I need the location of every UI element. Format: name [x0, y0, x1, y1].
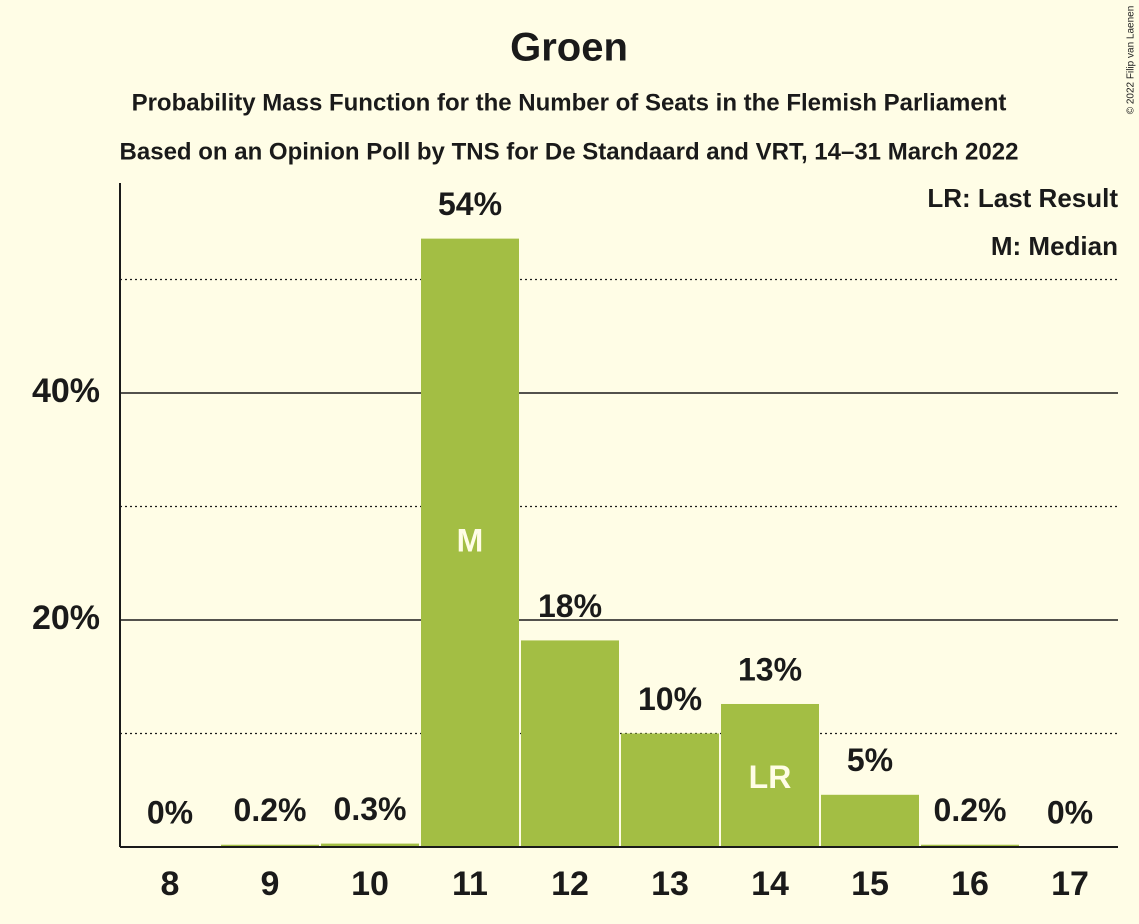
value-label: 0%	[1047, 794, 1093, 830]
x-tick-label: 17	[1051, 865, 1089, 903]
value-label: 5%	[847, 742, 893, 778]
x-tick-label: 13	[651, 865, 689, 903]
copyright: © 2022 Filip van Laenen	[1126, 6, 1137, 115]
y-tick-label: 20%	[32, 599, 100, 637]
bar	[221, 844, 319, 847]
x-tick-label: 15	[851, 865, 889, 903]
value-label: 54%	[438, 186, 502, 222]
legend-note: LR: Last Result	[927, 183, 1118, 213]
chart-subtitle: Probability Mass Function for the Number…	[132, 89, 1007, 116]
chart-title: Groen	[510, 26, 628, 70]
bar-annotation: M	[457, 522, 484, 558]
value-label: 0.2%	[234, 792, 307, 828]
bar	[721, 703, 819, 847]
value-label: 18%	[538, 588, 602, 624]
value-label: 0%	[147, 794, 193, 830]
bar	[921, 844, 1019, 847]
bar	[321, 843, 419, 847]
x-tick-label: 8	[161, 865, 180, 903]
value-label: 13%	[738, 651, 802, 687]
bar-annotation: LR	[749, 759, 792, 795]
bar	[821, 794, 919, 847]
bar	[421, 238, 519, 848]
value-label: 0.2%	[934, 792, 1007, 828]
x-tick-label: 10	[351, 865, 389, 903]
x-tick-label: 9	[261, 865, 280, 903]
value-label: 10%	[638, 681, 702, 717]
y-tick-label: 40%	[32, 372, 100, 410]
chart-subtitle: Based on an Opinion Poll by TNS for De S…	[120, 138, 1019, 165]
x-tick-label: 16	[951, 865, 989, 903]
bar	[621, 733, 719, 847]
legend-note: M: Median	[991, 231, 1118, 261]
x-tick-label: 12	[551, 865, 589, 903]
value-label: 0.3%	[334, 791, 407, 827]
bar	[521, 640, 619, 847]
x-tick-label: 11	[452, 865, 488, 903]
x-tick-label: 14	[751, 865, 789, 903]
